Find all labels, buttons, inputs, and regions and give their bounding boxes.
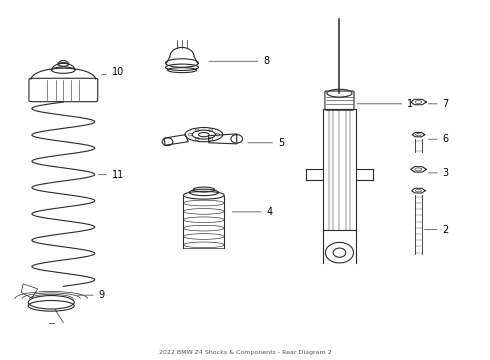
Text: 2: 2 [425, 225, 449, 235]
Text: 9: 9 [77, 290, 105, 300]
Text: 11: 11 [98, 170, 124, 180]
Text: 8: 8 [209, 56, 270, 66]
Text: 5: 5 [248, 138, 284, 148]
Text: 1: 1 [357, 99, 414, 109]
Text: 2022 BMW Z4 Shocks & Components - Rear Diagram 2: 2022 BMW Z4 Shocks & Components - Rear D… [159, 350, 331, 355]
Text: 3: 3 [428, 168, 449, 178]
Text: 7: 7 [428, 99, 449, 109]
Text: 10: 10 [101, 67, 124, 77]
Text: 6: 6 [428, 134, 449, 144]
Text: 4: 4 [232, 207, 273, 217]
